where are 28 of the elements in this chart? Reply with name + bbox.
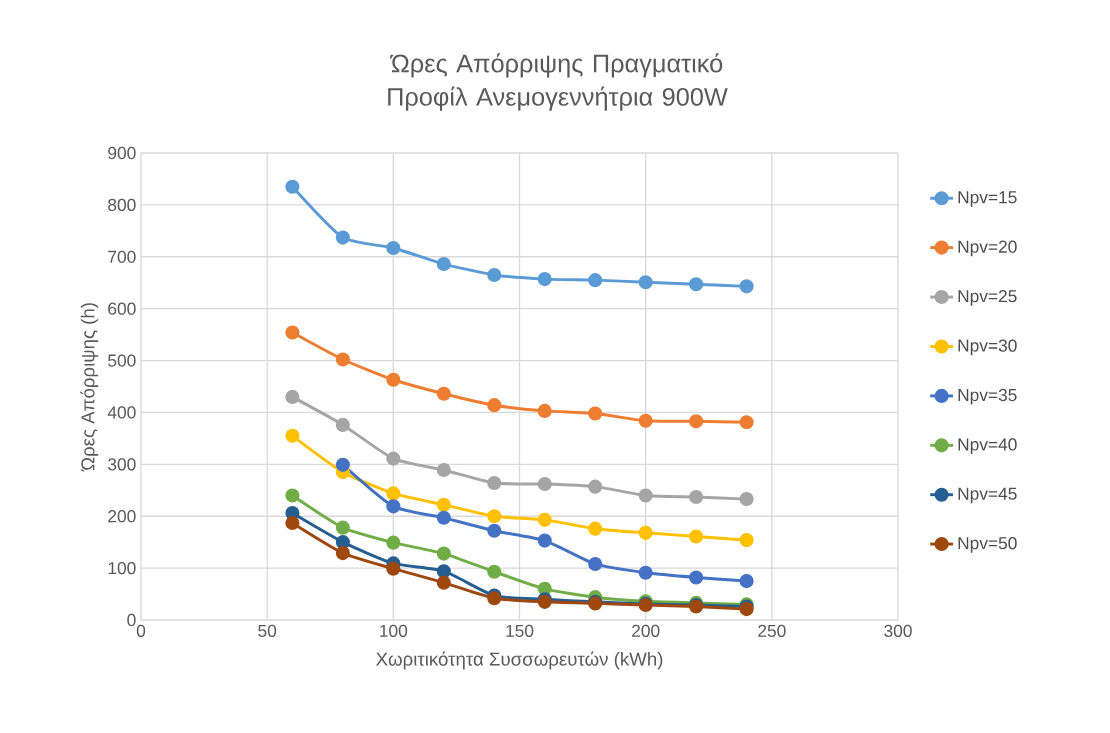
x-tick-label: 250: [758, 624, 786, 637]
x-tick-label: 150: [506, 624, 534, 637]
legend-label: Npv=25: [958, 289, 1017, 306]
y-tick-label: 0: [127, 613, 136, 627]
y-tick-label: 400: [107, 406, 136, 419]
y-tick-label: 700: [108, 250, 136, 263]
x-tick-label: 0: [136, 624, 146, 637]
y-tick-label: 800: [108, 198, 136, 212]
x-axis-title: Χωριτικότητα Συσσωρευτών (kWh): [375, 651, 663, 670]
legend-label: Npv=15: [958, 191, 1017, 207]
x-tick-label: 100: [380, 624, 408, 637]
legend-label: Npv=30: [958, 339, 1017, 356]
y-tick-label: 500: [108, 354, 136, 367]
y-tick-label: 600: [108, 302, 136, 315]
x-tick-label: 200: [632, 624, 660, 637]
legend-label: Npv=45: [958, 487, 1017, 504]
y-tick-label: 200: [108, 510, 136, 523]
legend-label: Npv=50: [958, 536, 1017, 553]
legend-label: Npv=35: [958, 388, 1017, 405]
y-tick-label: 100: [108, 561, 136, 575]
x-tick-label: 300: [884, 624, 912, 637]
x-tick-label: 50: [258, 624, 277, 637]
y-axis-title: Ώρες Απόρριψης (h): [80, 303, 99, 472]
legend-label: Npv=20: [958, 240, 1017, 257]
legend-label: Npv=40: [958, 438, 1017, 454]
y-tick-label: 300: [108, 458, 136, 471]
y-tick-label: 900: [108, 146, 136, 160]
chart-title: Ώρες Απόρριψης Πραγματικό Προφίλ Ανεμογεννήτρια 900W: [388, 53, 728, 111]
